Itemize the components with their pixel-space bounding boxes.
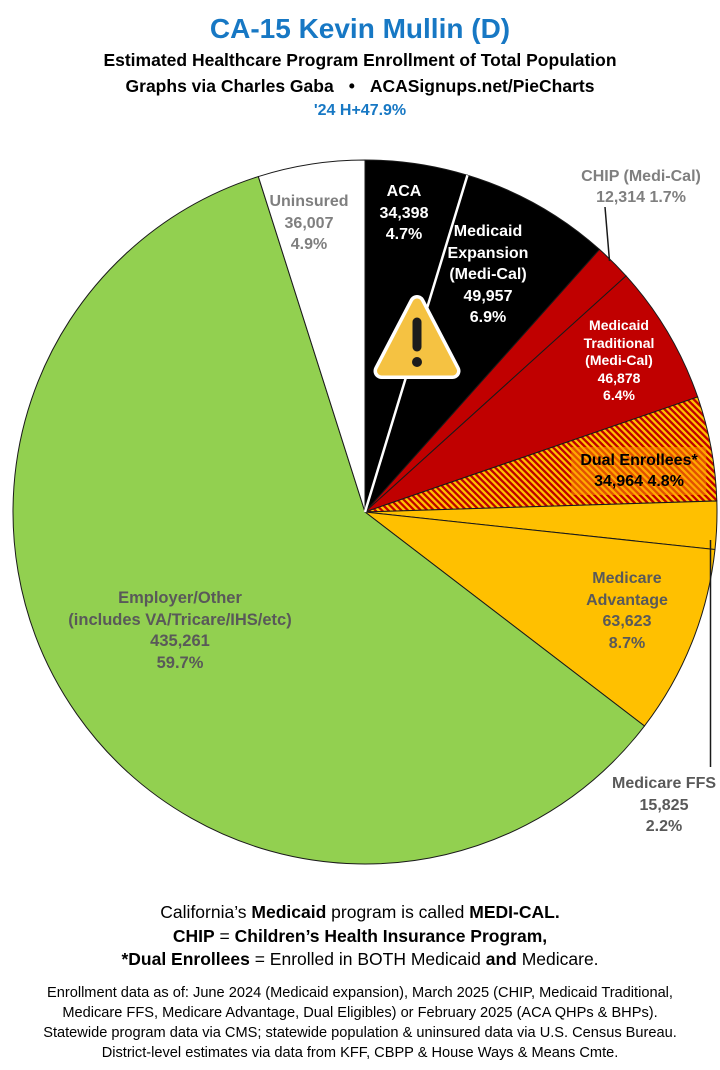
- pie-slice-medicaid_expansion: [364, 174, 601, 513]
- chip-leader-line: [604, 206, 611, 262]
- stat-line: '24 H+47.9%: [313, 102, 407, 119]
- credit-author: Graphs via Charles Gaba: [125, 76, 334, 96]
- credit-site: ACASignups.net/PieCharts: [369, 76, 595, 96]
- pie-slice-employer_other: [12, 175, 646, 865]
- pie-slice-medicare_advantage: [363, 511, 716, 727]
- pie-slice-uninsured: [257, 159, 366, 513]
- pie-slices: [12, 159, 718, 865]
- footnote-chip: CHIP = Children’s Health Insurance Progr…: [172, 925, 548, 946]
- header: CA-15 Kevin Mullin (D) Estimated Healthc…: [0, 0, 720, 121]
- footnotes: California’s Medicaid program is called …: [0, 901, 720, 972]
- bullet-separator-icon: •: [348, 76, 355, 96]
- page-title: CA-15 Kevin Mullin (D): [209, 13, 511, 44]
- footnote-dual: *Dual Enrollees = Enrolled in BOTH Medic…: [121, 949, 599, 969]
- pie-slice-medicaid_traditional: [364, 275, 699, 513]
- source-note: Enrollment data as of: June 2024 (Medica…: [43, 985, 677, 1061]
- chart-subtitle: Estimated Healthcare Program Enrollment …: [103, 50, 617, 70]
- footnote-medicaid: California’s Medicaid program is called …: [160, 902, 560, 922]
- warning-icon: [373, 295, 461, 379]
- credit-line: Graphs via Charles Gaba • ACASignups.net…: [0, 75, 720, 97]
